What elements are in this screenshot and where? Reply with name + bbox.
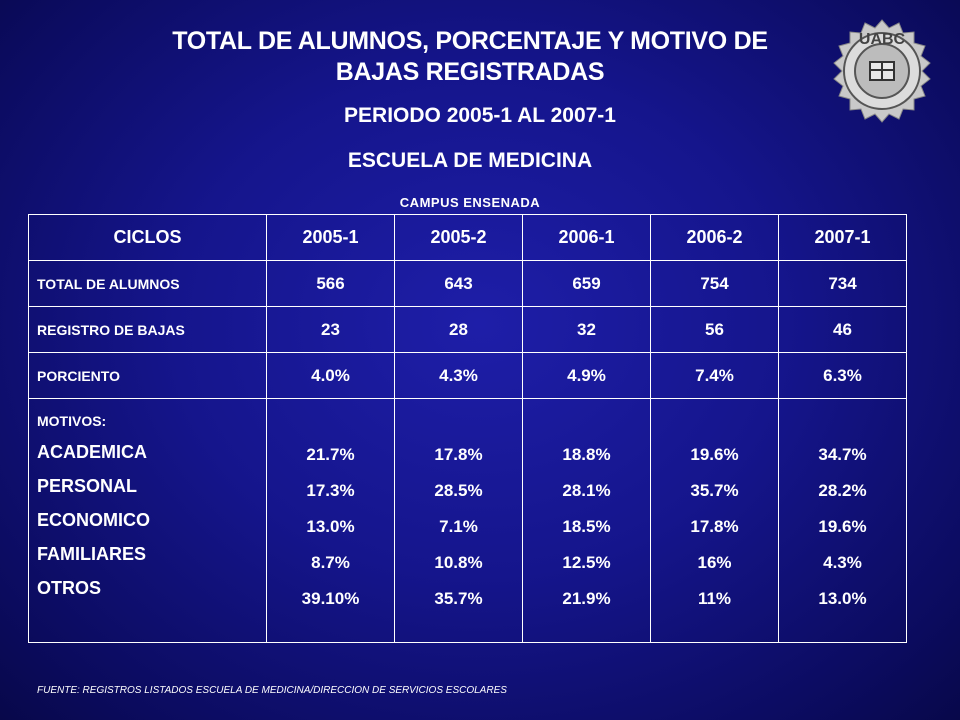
table-cell: 6.3% xyxy=(778,352,907,399)
table-cell: 7.4% xyxy=(650,352,779,399)
motivo-label: ACADEMICA xyxy=(37,442,147,462)
enrollment-table: CICLOS 2005-1 2005-2 2006-1 2006-2 2007-… xyxy=(28,214,907,643)
motivos-values-cell: 17.8% 28.5% 7.1% 10.8% 35.7% xyxy=(394,398,523,643)
table-cell: 566 xyxy=(266,260,395,307)
motivo-value: 13.0% xyxy=(818,589,867,608)
table-row-registro-bajas: REGISTRO DE BAJAS 23 28 32 56 46 xyxy=(28,306,907,353)
motivos-label-cell: MOTIVOS: ACADEMICA PERSONAL ECONOMICO FA… xyxy=(28,398,267,643)
table-cell: 32 xyxy=(522,306,651,353)
seal-text: UABC xyxy=(859,31,906,48)
table-header-row: CICLOS 2005-1 2005-2 2006-1 2006-2 2007-… xyxy=(28,214,907,261)
university-seal-icon: UABC xyxy=(833,19,931,123)
page-title: TOTAL DE ALUMNOS, PORCENTAJE Y MOTIVO DE… xyxy=(120,26,820,88)
motivo-label: ECONOMICO xyxy=(37,510,151,530)
table-cell: 46 xyxy=(778,306,907,353)
table-cell: 659 xyxy=(522,260,651,307)
motivo-value: 35.7% xyxy=(690,481,739,500)
motivo-value: 28.5% xyxy=(434,481,483,500)
motivo-value: 18.5% xyxy=(562,517,611,536)
motivo-value: 17.8% xyxy=(690,517,739,536)
header-cell: 2005-1 xyxy=(266,214,395,261)
table-cell: 4.0% xyxy=(266,352,395,399)
header-cell: 2007-1 xyxy=(778,214,907,261)
header-cell: 2006-2 xyxy=(650,214,779,261)
motivos-values-cell: 34.7% 28.2% 19.6% 4.3% 13.0% xyxy=(778,398,907,643)
table-cell: 734 xyxy=(778,260,907,307)
seal-gear xyxy=(833,19,931,123)
title-line-1: TOTAL DE ALUMNOS, PORCENTAJE Y MOTIVO DE xyxy=(172,27,768,55)
header-cell: 2006-1 xyxy=(522,214,651,261)
table-cell: 4.9% xyxy=(522,352,651,399)
motivo-value: 28.2% xyxy=(818,481,867,500)
motivo-value: 17.3% xyxy=(306,481,355,500)
title-line-2: BAJAS REGISTRADAS xyxy=(335,58,605,86)
motivo-value: 34.7% xyxy=(818,445,867,464)
motivo-value: 39.10% xyxy=(301,589,360,608)
table-cell: 23 xyxy=(266,306,395,353)
motivos-values-cell: 19.6% 35.7% 17.8% 16% 11% xyxy=(650,398,779,643)
table-cell: 643 xyxy=(394,260,523,307)
motivo-value: 4.3% xyxy=(823,553,862,572)
row-label: REGISTRO DE BAJAS xyxy=(28,306,267,353)
table-cell: 754 xyxy=(650,260,779,307)
motivo-value: 19.6% xyxy=(690,445,739,464)
motivos-values-cell: 18.8% 28.1% 18.5% 12.5% 21.9% xyxy=(522,398,651,643)
motivo-value: 18.8% xyxy=(562,445,611,464)
row-label: PORCIENTO xyxy=(28,352,267,399)
motivo-value: 28.1% xyxy=(562,481,611,500)
motivo-value: 35.7% xyxy=(434,589,483,608)
table-row-porciento: PORCIENTO 4.0% 4.3% 4.9% 7.4% 6.3% xyxy=(28,352,907,399)
motivo-label: PERSONAL xyxy=(37,476,138,496)
source-note: FUENTE: REGISTROS LISTADOS ESCUELA DE ME… xyxy=(37,685,507,696)
motivo-label: OTROS xyxy=(37,578,102,598)
table-cell: 56 xyxy=(650,306,779,353)
motivo-value: 7.1% xyxy=(439,517,478,536)
motivo-value: 12.5% xyxy=(562,553,611,572)
motivo-value: 11% xyxy=(697,589,732,608)
table-cell: 4.3% xyxy=(394,352,523,399)
motivo-label: FAMILIARES xyxy=(37,544,147,564)
motivos-values-cell: 21.7% 17.3% 13.0% 8.7% 39.10% xyxy=(266,398,395,643)
motivos-title: MOTIVOS: xyxy=(37,413,107,429)
table-cell: 28 xyxy=(394,306,523,353)
motivo-value: 8.7% xyxy=(311,553,350,572)
table-row-total-alumnos: TOTAL DE ALUMNOS 566 643 659 754 734 xyxy=(28,260,907,307)
motivo-value: 16% xyxy=(697,553,732,572)
row-label: TOTAL DE ALUMNOS xyxy=(28,260,267,307)
school-subtitle: ESCUELA DE MEDICINA xyxy=(347,149,593,172)
motivo-value: 17.8% xyxy=(434,445,483,464)
table-row-motivos: MOTIVOS: ACADEMICA PERSONAL ECONOMICO FA… xyxy=(28,398,907,643)
campus-label: CAMPUS ENSENADA xyxy=(399,195,541,210)
motivo-value: 10.8% xyxy=(434,553,483,572)
motivo-value: 21.7% xyxy=(306,445,355,464)
header-cell: CICLOS xyxy=(28,214,267,261)
period-subtitle: PERIODO 2005-1 AL 2007-1 xyxy=(344,104,616,127)
motivo-value: 13.0% xyxy=(306,517,355,536)
motivo-value: 21.9% xyxy=(562,589,611,608)
header-cell: 2005-2 xyxy=(394,214,523,261)
motivo-value: 19.6% xyxy=(818,517,867,536)
